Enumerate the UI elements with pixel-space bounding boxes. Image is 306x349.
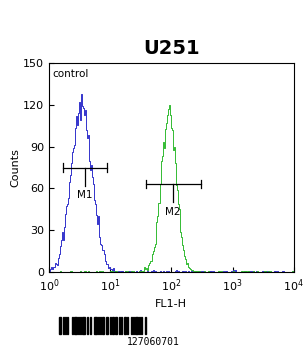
- Bar: [72, 317, 73, 334]
- Bar: [119, 317, 120, 334]
- Bar: [131, 317, 132, 334]
- Bar: [110, 317, 111, 334]
- Bar: [127, 317, 128, 334]
- Bar: [90, 317, 91, 334]
- Text: M1: M1: [77, 190, 93, 200]
- Bar: [65, 317, 66, 334]
- Bar: [80, 317, 81, 334]
- Y-axis label: Counts: Counts: [10, 148, 20, 187]
- Text: control: control: [53, 69, 89, 79]
- Bar: [74, 317, 76, 334]
- Text: M2: M2: [165, 207, 181, 217]
- Bar: [94, 317, 97, 334]
- Bar: [67, 317, 69, 334]
- Bar: [59, 317, 61, 334]
- Bar: [83, 317, 85, 334]
- Bar: [145, 317, 146, 334]
- Bar: [62, 317, 64, 334]
- Bar: [106, 317, 108, 334]
- X-axis label: FL1-H: FL1-H: [155, 299, 187, 309]
- Text: 127060701: 127060701: [127, 337, 179, 347]
- Title: U251: U251: [143, 39, 200, 59]
- Bar: [112, 317, 114, 334]
- Bar: [115, 317, 117, 334]
- Bar: [78, 317, 79, 334]
- Bar: [121, 317, 122, 334]
- Bar: [103, 317, 104, 334]
- Bar: [139, 317, 140, 334]
- Bar: [135, 317, 138, 334]
- Bar: [141, 317, 142, 334]
- Bar: [87, 317, 88, 334]
- Bar: [100, 317, 101, 334]
- Bar: [98, 317, 99, 334]
- Bar: [133, 317, 134, 334]
- Bar: [124, 317, 126, 334]
